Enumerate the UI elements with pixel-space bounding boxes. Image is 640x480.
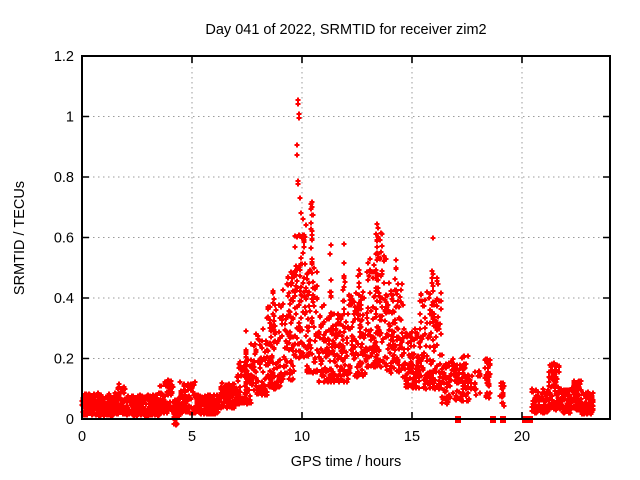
data-points-layer xyxy=(79,97,596,428)
x-axis-label: GPS time / hours xyxy=(291,454,401,470)
chart-title: Day 041 of 2022, SRMTID for receiver zim… xyxy=(205,22,486,38)
y-tick-label: 0.6 xyxy=(54,231,74,247)
y-tick-label: 0.8 xyxy=(54,170,74,186)
scatter-points xyxy=(79,97,596,428)
x-tick-label: 20 xyxy=(514,429,530,445)
tick-marks xyxy=(81,55,610,420)
y-tick-label: 0 xyxy=(66,412,74,428)
y-tick-label: 0.4 xyxy=(54,291,74,307)
x-tick-label: 5 xyxy=(188,429,196,445)
x-tick-label: 10 xyxy=(294,429,310,445)
x-tick-label: 0 xyxy=(78,429,86,445)
x-tick-label: 15 xyxy=(404,429,420,445)
y-axis-label: SRMTID / TECUs xyxy=(12,181,28,295)
y-tick-label: 1 xyxy=(66,110,74,126)
y-tick-label: 0.2 xyxy=(54,352,74,368)
y-tick-label: 1.2 xyxy=(54,49,74,65)
tick-label-layer: 0 5 10 15 20 0 0.2 0.4 0.6 0.8 1 1.2 xyxy=(54,49,530,445)
axes-layer xyxy=(81,55,611,420)
